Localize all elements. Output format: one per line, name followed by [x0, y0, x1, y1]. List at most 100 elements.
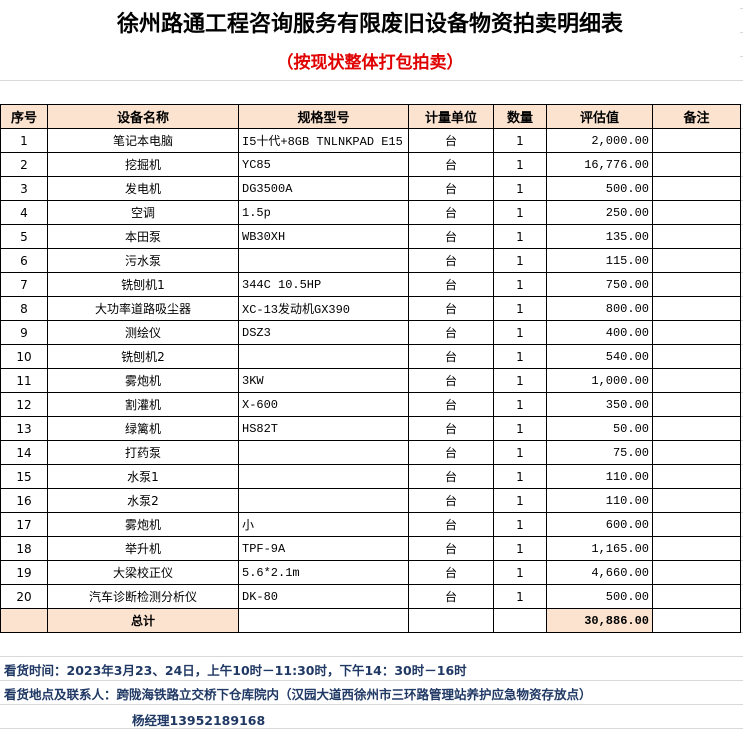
cell: 1 — [493, 272, 547, 297]
cell: 发电机 — [47, 176, 239, 201]
cell: X-600 — [238, 392, 409, 417]
cell: 1 — [493, 200, 547, 225]
cell: 5.6*2.1m — [238, 560, 409, 585]
data-row: 8 大功率道路吸尘器 XC-13发动机GX390 台 1 800.00 — [0, 296, 741, 321]
cell: 铣刨机2 — [47, 344, 239, 369]
cell — [652, 392, 741, 417]
header-cell: 数量 — [493, 104, 547, 129]
cell — [652, 320, 741, 345]
header-row: 序号 设备名称 规格型号 计量单位 数量 评估值 备注 — [0, 104, 741, 129]
header-cell: 规格型号 — [238, 104, 409, 129]
cell: 小 — [238, 512, 409, 537]
cell: 1 — [493, 224, 547, 249]
cell: 绿篱机 — [47, 416, 239, 441]
cell: 挖掘机 — [47, 152, 239, 177]
cell — [652, 272, 741, 297]
cell: 1 — [493, 560, 547, 585]
data-row: 17 雾炮机小台 1 600.00 — [0, 512, 741, 537]
cell — [652, 344, 741, 369]
cell: 台 — [408, 224, 494, 249]
cell — [652, 248, 741, 273]
cell: 台 — [408, 152, 494, 177]
data-row: 2 挖掘机 YC85 台 1 16,776.00 — [0, 152, 741, 177]
cell: 135.00 — [546, 224, 653, 249]
cell: 9 — [0, 320, 48, 345]
cell: 台 — [408, 488, 494, 513]
cell: 台 — [408, 200, 494, 225]
cell — [238, 344, 409, 369]
cell — [652, 440, 741, 465]
cell — [652, 464, 741, 489]
cell: 50.00 — [546, 416, 653, 441]
data-row: 9 测绘仪 DSZ3 台 1 400.00 — [0, 320, 741, 345]
cell: 台 — [408, 248, 494, 273]
cell: 344C 10.5HP — [238, 272, 409, 297]
cell: 台 — [408, 416, 494, 441]
cell: 8 — [0, 296, 48, 321]
cell: 10 — [0, 344, 48, 369]
cell — [493, 608, 547, 633]
cell: 雾炮机 — [47, 368, 239, 393]
cell — [238, 440, 409, 465]
header-cell: 设备名称 — [47, 104, 239, 129]
cell: 13 — [0, 416, 48, 441]
cell — [652, 488, 741, 513]
cell: 1 — [493, 248, 547, 273]
cell: 水泵1 — [47, 464, 239, 489]
cell: 12 — [0, 392, 48, 417]
data-row: 1 笔记本电脑 I5十代+8GB TNLNKPAD E15 台 1 2,000.00 — [0, 128, 741, 153]
cell — [652, 512, 741, 537]
data-row: 4 空调 1.5p 台 1 250.00 — [0, 200, 741, 225]
cell — [652, 368, 741, 393]
total-label: 总计 — [47, 608, 239, 633]
cell: 400.00 — [546, 320, 653, 345]
cell — [238, 248, 409, 273]
cell: 1 — [493, 584, 547, 609]
cell: 250.00 — [546, 200, 653, 225]
cell: 汽车诊断检测分析仪 — [47, 584, 239, 609]
cell — [652, 416, 741, 441]
data-row: 15 水泵1 台 1 110.00 — [0, 464, 741, 489]
cell: HS82T — [238, 416, 409, 441]
data-row: 11 雾炮机 3KW 台 1 1,000.00 — [0, 368, 741, 393]
cell: 1,000.00 — [546, 368, 653, 393]
cell: YC85 — [238, 152, 409, 177]
cell: 600.00 — [546, 512, 653, 537]
cell: DSZ3 — [238, 320, 409, 345]
cell: 1 — [493, 320, 547, 345]
cell: 台 — [408, 464, 494, 489]
cell: 1 — [493, 536, 547, 561]
cell: 6 — [0, 248, 48, 273]
cell: DG3500A — [238, 176, 409, 201]
cell: 台 — [408, 560, 494, 585]
cell: 1 — [493, 416, 547, 441]
cell: 空调 — [47, 200, 239, 225]
cell: 1 — [493, 176, 547, 201]
cell — [238, 488, 409, 513]
cell — [652, 608, 741, 633]
cell: 5 — [0, 224, 48, 249]
cell: 115.00 — [546, 248, 653, 273]
header-cell: 计量单位 — [408, 104, 494, 129]
cell: 500.00 — [546, 176, 653, 201]
equipment-table: 序号 设备名称 规格型号 计量单位 数量 评估值 备注 1 笔记本电脑 I5十代+8GB TNLN… — [0, 104, 741, 633]
note: 看货地点及联系人：跨陇海铁路立交桥下仓库院内（汉园大道西徐州市三环路管理站养护应… — [4, 687, 592, 702]
cell: 1 — [493, 464, 547, 489]
cell: 雾炮机 — [47, 512, 239, 537]
cell: 2,000.00 — [546, 128, 653, 153]
cell: 铣刨机1 — [47, 272, 239, 297]
cell: 1 — [493, 512, 547, 537]
data-row: 18 举升机 TPF-9A 台 1 1,165.00 — [0, 536, 741, 561]
cell: 19 — [0, 560, 48, 585]
cell: 水泵2 — [47, 488, 239, 513]
cell: 11 — [0, 368, 48, 393]
cell: 1,165.00 — [546, 536, 653, 561]
header-cell: 序号 — [0, 104, 48, 129]
cell: 笔记本电脑 — [47, 128, 239, 153]
cell: 4,660.00 — [546, 560, 653, 585]
cell: WB30XH — [238, 224, 409, 249]
cell: 75.00 — [546, 440, 653, 465]
cell: 大功率道路吸尘器 — [47, 296, 239, 321]
title: 徐州路通工程咨询服务有限废旧设备物资拍卖明细表 — [0, 8, 740, 40]
